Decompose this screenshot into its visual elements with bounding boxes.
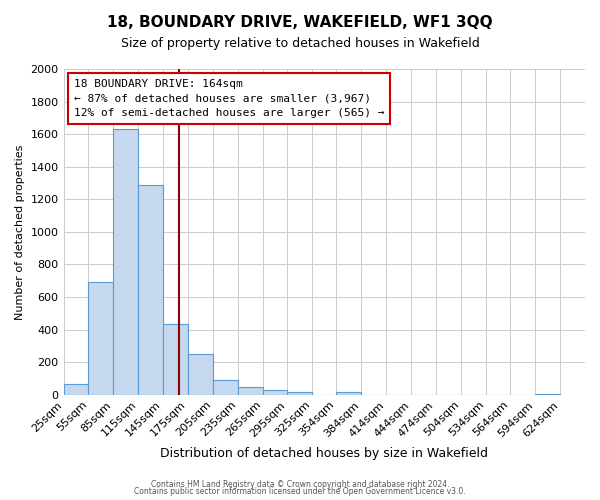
- Bar: [188, 354, 213, 395]
- Bar: [138, 186, 163, 395]
- X-axis label: Distribution of detached houses by size in Wakefield: Distribution of detached houses by size …: [160, 447, 488, 460]
- Text: 18, BOUNDARY DRIVE, WAKEFIELD, WF1 3QQ: 18, BOUNDARY DRIVE, WAKEFIELD, WF1 3QQ: [107, 15, 493, 30]
- Bar: [88, 282, 113, 395]
- Bar: [287, 392, 312, 395]
- Text: Contains HM Land Registry data © Crown copyright and database right 2024.: Contains HM Land Registry data © Crown c…: [151, 480, 449, 489]
- Bar: [163, 324, 188, 395]
- Bar: [113, 130, 138, 395]
- Bar: [336, 392, 361, 395]
- Text: Contains public sector information licensed under the Open Government Licence v3: Contains public sector information licen…: [134, 487, 466, 496]
- Bar: [64, 384, 88, 395]
- Y-axis label: Number of detached properties: Number of detached properties: [15, 144, 25, 320]
- Text: 18 BOUNDARY DRIVE: 164sqm
← 87% of detached houses are smaller (3,967)
12% of se: 18 BOUNDARY DRIVE: 164sqm ← 87% of detac…: [74, 79, 385, 118]
- Bar: [263, 390, 287, 395]
- Bar: [213, 380, 238, 395]
- Text: Size of property relative to detached houses in Wakefield: Size of property relative to detached ho…: [121, 38, 479, 51]
- Bar: [238, 386, 263, 395]
- Bar: [535, 394, 560, 395]
